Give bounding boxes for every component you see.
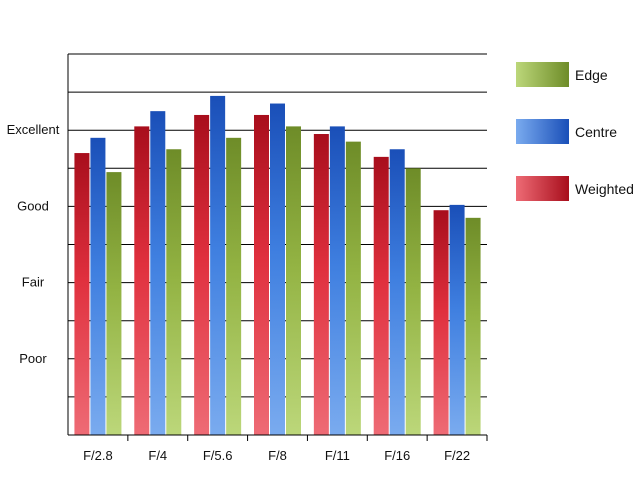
- bar-weighted-f-5-6: [194, 114, 210, 436]
- bar-edge-f-4: [166, 149, 182, 435]
- legend-item-centre: Centre: [516, 119, 617, 144]
- bar-centre-f-11: [329, 126, 345, 435]
- x-tick-label: F/11: [325, 448, 350, 463]
- x-tick-label: F/22: [444, 448, 470, 463]
- bar-weighted-f-22: [433, 210, 449, 435]
- x-tick-label: F/5.6: [203, 448, 233, 463]
- legend-swatch: [516, 176, 569, 201]
- legend-swatch: [516, 119, 569, 144]
- bar-weighted-f-16: [373, 156, 389, 435]
- bar-edge-f-2-8: [106, 172, 122, 436]
- legend-label: Weighted: [575, 181, 634, 197]
- y-tick-label: Poor: [19, 351, 47, 366]
- bar-edge-f-5-6: [226, 137, 242, 435]
- bar-weighted-f-8: [254, 114, 269, 436]
- legend-item-weighted: Weighted: [516, 176, 634, 201]
- x-tick-labels: F/2.8 F/4 F/5.6 F/8 F/11 F/16 F/22: [83, 448, 470, 463]
- bar-edge-f-11: [345, 141, 361, 435]
- legend-label: Edge: [575, 67, 608, 83]
- legend-label: Centre: [575, 124, 617, 140]
- y-tick-label: Fair: [22, 275, 45, 290]
- x-tick-label: F/16: [384, 448, 410, 463]
- bars: [74, 95, 481, 436]
- y-tick-label: Good: [17, 198, 49, 213]
- x-tick-label: F/2.8: [83, 448, 113, 463]
- bar-centre-f-8: [270, 103, 285, 435]
- bar-weighted-f-4: [134, 126, 150, 435]
- x-tick-label: F/4: [148, 448, 167, 463]
- bar-edge-f-8: [286, 126, 301, 435]
- bar-weighted-f-2-8: [74, 153, 90, 435]
- axes: [67, 54, 488, 441]
- bar-centre-f-22: [449, 204, 465, 435]
- bar-centre-f-16: [389, 149, 405, 435]
- x-tick-label: F/8: [268, 448, 287, 463]
- bar-edge-f-22: [465, 217, 481, 435]
- bar-centre-f-4: [150, 111, 166, 436]
- y-tick-label: Excellent: [7, 122, 60, 137]
- legend-swatch: [516, 62, 569, 87]
- y-tick-labels: Poor Fair Good Excellent: [7, 122, 60, 366]
- bar-centre-f-5-6: [210, 95, 226, 435]
- bar-edge-f-16: [405, 168, 421, 436]
- bar-centre-f-2-8: [90, 137, 106, 435]
- legend-item-edge: Edge: [516, 62, 608, 87]
- bar-weighted-f-11: [313, 134, 329, 435]
- legend: Edge Centre Weighted: [516, 62, 634, 201]
